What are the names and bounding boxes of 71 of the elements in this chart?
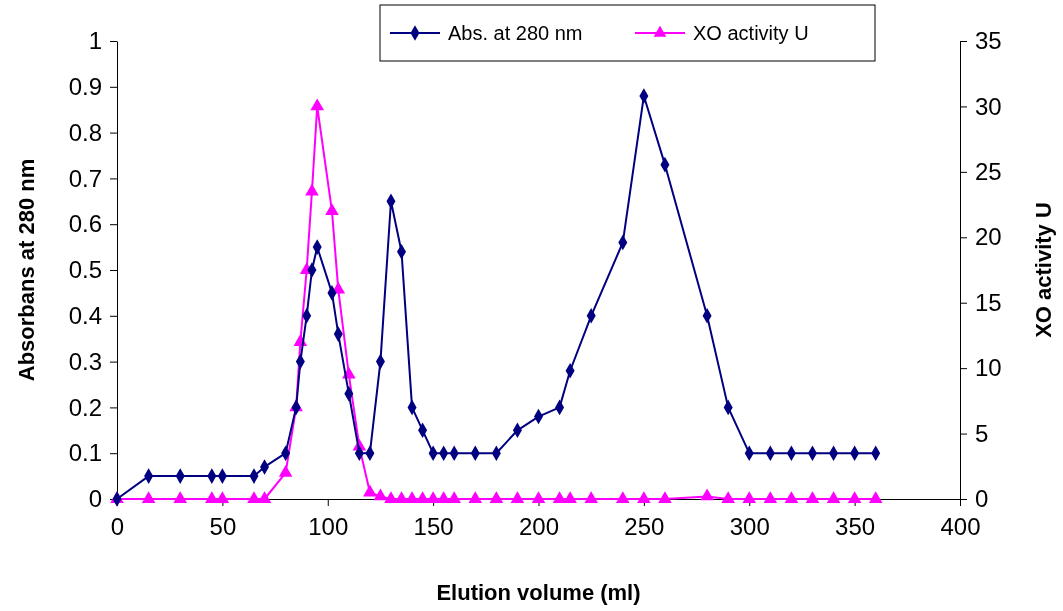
- point: [826, 491, 841, 503]
- point: [510, 491, 525, 503]
- y2-tick-label: 10: [975, 354, 1002, 382]
- y-tick-label: 1: [88, 27, 102, 55]
- point: [205, 491, 219, 503]
- y2-tick-label: 35: [975, 27, 1002, 55]
- y-tick-label: 0.1: [68, 439, 102, 467]
- x-tick-label: 400: [940, 513, 981, 541]
- y-tick-label: 0: [88, 485, 102, 513]
- y-tick-label: 0.8: [68, 118, 102, 146]
- point: [584, 491, 598, 503]
- point: [373, 488, 388, 501]
- point: [215, 491, 230, 503]
- y2-tick-label: 30: [975, 92, 1002, 120]
- point: [700, 488, 714, 501]
- y2-tick-label: 5: [975, 419, 989, 447]
- point: [405, 491, 419, 503]
- y-tick-label: 0.9: [68, 72, 102, 100]
- point: [468, 491, 483, 503]
- point: [310, 98, 325, 111]
- point: [257, 491, 272, 503]
- y2-tick-label: 0: [975, 485, 989, 513]
- point: [847, 491, 862, 503]
- x-tick-label: 150: [413, 513, 454, 541]
- point: [384, 491, 398, 503]
- point: [436, 491, 451, 503]
- point: [616, 491, 630, 503]
- y-tick-label: 0.6: [68, 210, 102, 238]
- point: [658, 491, 672, 503]
- point: [426, 491, 440, 503]
- point: [868, 491, 883, 503]
- x-axis-title: Elution volume (ml): [436, 580, 641, 605]
- point: [141, 491, 156, 503]
- point: [637, 491, 651, 503]
- point: [247, 491, 261, 503]
- point: [325, 203, 339, 216]
- point: [563, 491, 577, 503]
- point: [742, 491, 757, 503]
- point: [447, 491, 461, 503]
- point: [305, 183, 319, 196]
- point: [784, 491, 799, 503]
- y2-tick-label: 20: [975, 223, 1002, 251]
- x-tick-label: 350: [835, 513, 876, 541]
- x-tick-label: 200: [518, 513, 560, 541]
- point: [763, 491, 778, 503]
- point: [363, 484, 377, 497]
- y-tick-label: 0.3: [68, 347, 102, 375]
- x-tick-label: 0: [110, 513, 125, 541]
- x-tick-label: 50: [209, 513, 237, 541]
- point: [489, 491, 504, 503]
- y-tick-label: 0.2: [68, 393, 102, 421]
- y2-axis-title: XO activity U: [1030, 202, 1056, 338]
- x-tick-label: 100: [308, 513, 349, 541]
- point: [173, 491, 188, 503]
- x-tick-label: 250: [624, 513, 665, 541]
- y-axis-title: Absorbans at 280 nm: [13, 158, 39, 382]
- point: [805, 491, 820, 503]
- point: [278, 464, 293, 477]
- x-tick-label: 300: [729, 513, 770, 541]
- point: [394, 491, 409, 503]
- legend-label: Abs. at 280 nm: [448, 22, 583, 44]
- point: [415, 491, 430, 503]
- point: [531, 491, 546, 503]
- y2-tick-label: 15: [975, 288, 1002, 316]
- point: [721, 491, 735, 503]
- y-tick-label: 0.4: [68, 301, 102, 329]
- legend-label: XO activity U: [693, 22, 809, 44]
- y-tick-label: 0.7: [68, 164, 102, 192]
- y-tick-label: 0.5: [68, 256, 102, 284]
- y2-tick-label: 25: [975, 158, 1002, 186]
- point: [552, 491, 567, 503]
